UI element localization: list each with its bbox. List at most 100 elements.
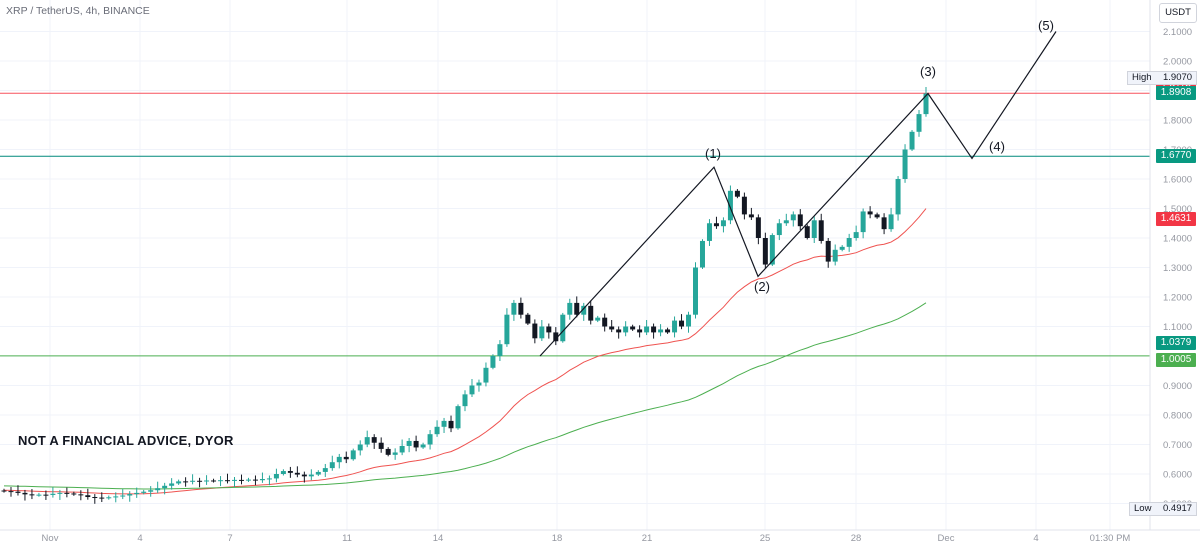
candle-body <box>238 479 244 481</box>
y-tick-label: 0.9000 <box>1163 381 1192 392</box>
candle-body <box>245 479 251 481</box>
candle-body <box>441 420 447 427</box>
candle-body <box>148 490 154 492</box>
candle-body <box>134 492 140 495</box>
candle-body <box>301 474 307 477</box>
candle-body <box>748 214 754 218</box>
candle-body <box>888 214 894 230</box>
candle-body <box>169 483 175 486</box>
candle-body <box>532 323 538 339</box>
candle-body <box>287 471 293 473</box>
x-axis[interactable]: Nov 4 7 11 14 18 21 25 28 Dec 4 01:30 PM <box>0 529 1200 544</box>
candle-body <box>672 320 678 333</box>
red-moving-average-line <box>3 208 927 495</box>
price-tag: 1.8908 <box>1156 86 1196 101</box>
candle-body <box>434 426 440 435</box>
candle-body <box>385 448 391 455</box>
candle-body <box>567 302 573 315</box>
candle-body <box>881 217 887 230</box>
candle-body <box>811 220 817 238</box>
candle-body <box>71 493 77 495</box>
candle-body <box>490 356 496 368</box>
candle-body <box>686 314 692 327</box>
wave-label: (4) <box>989 139 1005 154</box>
currency-button[interactable]: USDT <box>1159 3 1197 23</box>
candle-body <box>560 314 566 342</box>
candle-body <box>581 305 587 315</box>
wave-label: (1) <box>705 146 721 161</box>
candle-body <box>190 480 196 482</box>
candle-body <box>420 444 426 448</box>
high-value: 1.9070 <box>1163 72 1193 83</box>
y-tick-label: 1.5000 <box>1163 204 1192 215</box>
candle-body <box>85 495 91 498</box>
x-tick-label: 21 <box>642 533 653 544</box>
candle-body <box>22 492 28 495</box>
candle-body <box>706 223 712 241</box>
candle-body <box>252 479 258 481</box>
candle-body <box>455 406 461 429</box>
candle-body <box>867 211 873 215</box>
candle-body <box>462 394 468 407</box>
candle-body <box>546 326 552 333</box>
candle-body <box>734 190 740 197</box>
candle-body <box>602 317 608 327</box>
candle-body <box>727 190 733 221</box>
candle-body <box>923 93 929 115</box>
candle-body <box>623 326 629 333</box>
candle-body <box>50 493 56 495</box>
candle-body <box>141 491 147 493</box>
candle-body <box>651 326 657 333</box>
candle-body <box>539 326 545 339</box>
candle-body <box>846 238 852 247</box>
candle-body <box>713 223 719 227</box>
wave-label: (5) <box>1038 18 1054 33</box>
candle-body <box>15 491 21 493</box>
x-tick-label: 01:30 PM <box>1090 533 1131 544</box>
candle-body <box>832 249 838 262</box>
candle-body <box>127 494 133 496</box>
candle-body <box>769 235 775 265</box>
low-box <box>1129 502 1197 516</box>
candle-body <box>232 479 237 481</box>
candle-body <box>92 497 98 499</box>
candle-body <box>204 480 210 482</box>
candle-body <box>860 211 866 233</box>
candle-body <box>693 267 698 315</box>
candle-body <box>720 220 726 227</box>
x-tick-label: 18 <box>552 533 563 544</box>
candle-body <box>1 490 7 492</box>
candle-body <box>280 471 286 474</box>
candle-body <box>762 238 768 265</box>
candle-body <box>350 450 356 460</box>
candle-body <box>336 456 342 463</box>
price-tag: 1.6770 <box>1156 149 1196 164</box>
candle-body <box>218 480 224 482</box>
candle-body <box>916 114 922 132</box>
x-tick-label: 4 <box>1033 533 1038 544</box>
candle-body <box>294 472 300 475</box>
candle-body <box>155 488 161 491</box>
candle-body <box>804 226 810 238</box>
x-tick-label: 28 <box>851 533 862 544</box>
wave-label: (2) <box>754 279 770 294</box>
candle-body <box>790 214 796 221</box>
high-box <box>1127 71 1197 85</box>
wave-label: (3) <box>920 64 936 79</box>
candle-body <box>476 382 482 386</box>
candle-body <box>511 302 517 315</box>
candle-body <box>853 232 859 238</box>
candle-body <box>609 326 615 330</box>
candle-body <box>183 481 189 483</box>
candle-body <box>588 305 594 321</box>
candle-body <box>783 220 789 224</box>
y-tick-label: 1.4000 <box>1163 234 1192 245</box>
moving-averages <box>3 208 927 495</box>
x-tick-label: 14 <box>433 533 444 544</box>
candle-body <box>574 302 580 315</box>
candle-body <box>392 452 398 455</box>
candle-body <box>797 214 803 227</box>
candle-body <box>483 367 489 383</box>
candle-body <box>57 492 63 494</box>
